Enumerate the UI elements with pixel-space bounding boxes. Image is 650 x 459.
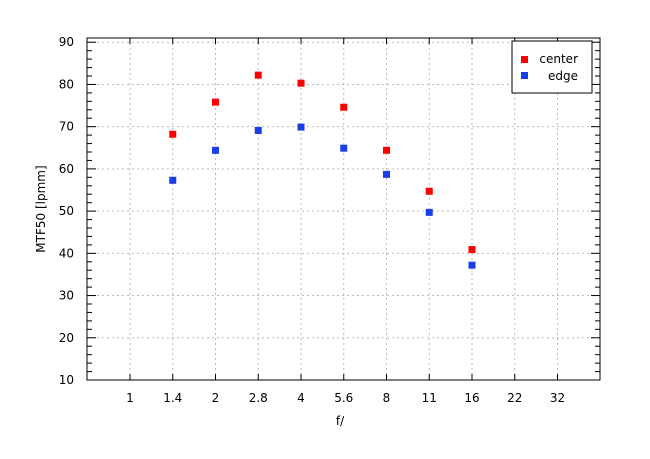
x-axis-label: f/ — [336, 414, 345, 428]
legend-marker-edge — [521, 72, 528, 79]
y-axis-label: MTF50 [lpmm] — [34, 165, 48, 252]
x-tick-label: 8 — [383, 391, 391, 405]
data-point-center — [297, 79, 305, 87]
x-tick-label: 2.8 — [249, 391, 268, 405]
legend-marker-center — [521, 56, 528, 63]
x-tick-label: 16 — [464, 391, 479, 405]
y-tick-label: 50 — [59, 204, 74, 218]
x-tick-label: 5.6 — [334, 391, 353, 405]
x-tick-label: 1 — [126, 391, 134, 405]
data-point-edge — [297, 123, 305, 131]
x-tick-label: 2 — [212, 391, 220, 405]
data-point-center — [169, 130, 177, 138]
data-point-center — [425, 187, 433, 195]
data-point-edge — [254, 126, 262, 134]
data-points — [169, 71, 476, 269]
data-point-center — [383, 146, 390, 154]
data-point-center — [254, 71, 262, 79]
x-tick-label: 11 — [422, 391, 437, 405]
data-point-center — [212, 98, 219, 106]
legend-label-edge: edge — [548, 69, 578, 83]
x-tick-label: 22 — [507, 391, 522, 405]
data-point-center — [340, 103, 348, 111]
y-tick-label: 60 — [59, 162, 74, 176]
data-point-edge — [169, 176, 177, 184]
y-axis-ticks: 10 20 30 40 50 60 70 80 90 — [59, 35, 600, 387]
legend-label-center: center — [539, 52, 578, 66]
y-tick-label: 70 — [59, 120, 74, 134]
y-tick-label: 10 — [59, 373, 74, 387]
data-point-edge — [340, 144, 348, 152]
data-point-edge — [212, 146, 219, 154]
x-tick-label: 1.4 — [163, 391, 182, 405]
y-tick-label: 40 — [59, 246, 74, 260]
plot-frame — [86, 37, 601, 381]
x-axis-ticks: 1 1.4 2 2.8 4 5.6 8 11 16 22 32 — [126, 38, 565, 405]
x-tick-label: 32 — [550, 391, 565, 405]
y-tick-label: 90 — [59, 35, 74, 49]
x-tick-label: 4 — [297, 391, 305, 405]
legend-box — [511, 40, 593, 94]
legend: center edge — [511, 40, 593, 94]
y-tick-label: 80 — [59, 77, 74, 91]
data-point-edge — [425, 208, 433, 216]
data-point-center — [468, 246, 476, 254]
y-tick-label: 20 — [59, 331, 74, 345]
y-tick-label: 30 — [59, 289, 74, 303]
data-point-edge — [468, 261, 476, 269]
data-point-edge — [383, 170, 390, 178]
